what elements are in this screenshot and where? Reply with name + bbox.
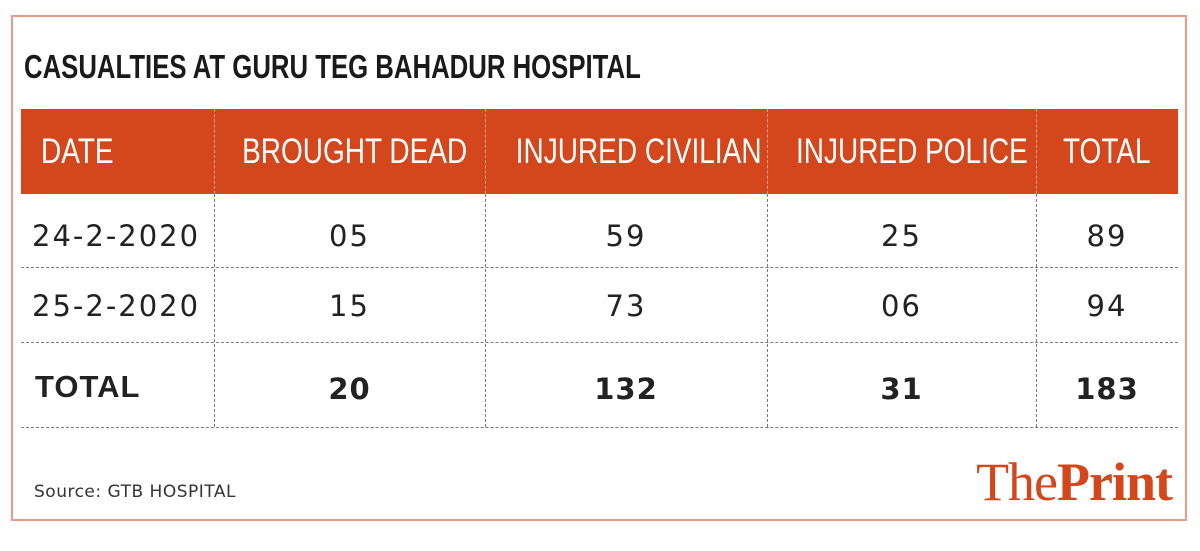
chart-title: CASUALTIES AT GURU TEG BAHADUR HOSPITAL	[24, 48, 641, 85]
total-row-label: TOTAL	[35, 369, 141, 404]
column-divider	[1036, 194, 1037, 427]
grand-total: 183	[1075, 372, 1139, 406]
row-1-total: 89	[1086, 219, 1128, 253]
row-2-date: 25-2-2020	[32, 289, 201, 323]
header-brought-dead: BROUGHT DEAD	[242, 132, 468, 171]
header-injured-police: INJURED POLICE	[795, 132, 1028, 171]
row-divider	[21, 427, 1178, 428]
header-injured-civilian: INJURED CIVILIAN	[515, 132, 762, 171]
row-1-injured-civilian: 59	[605, 219, 647, 253]
row-divider	[21, 342, 1178, 343]
logo-print: Print	[1057, 452, 1173, 512]
row-2-brought-dead: 15	[329, 289, 370, 323]
header-total: TOTAL	[1063, 132, 1151, 171]
row-1-brought-dead: 05	[329, 219, 370, 253]
total-brought-dead: 20	[328, 372, 371, 406]
chart-frame	[11, 15, 1187, 521]
total-injured-police: 31	[880, 372, 923, 406]
source-note: Source: GTB HOSPITAL	[34, 482, 236, 502]
header-date: DATE	[41, 132, 114, 171]
row-2-injured-police: 06	[881, 289, 922, 323]
logo-the: The	[976, 452, 1058, 512]
row-1-injured-police: 25	[881, 219, 922, 253]
row-2-injured-civilian: 73	[605, 289, 647, 323]
row-1-date: 24-2-2020	[32, 219, 201, 253]
total-injured-civilian: 132	[594, 372, 658, 406]
row-2-total: 94	[1086, 289, 1128, 323]
column-divider	[485, 194, 486, 427]
row-divider	[21, 267, 1178, 268]
column-divider	[1036, 109, 1037, 194]
column-divider	[214, 109, 215, 194]
column-divider	[485, 109, 486, 194]
column-divider	[214, 194, 215, 427]
table-header: DATE BROUGHT DEAD INJURED CIVILIAN INJUR…	[21, 109, 1178, 194]
column-divider	[767, 194, 768, 427]
column-divider	[767, 109, 768, 194]
theprint-logo: ThePrint	[976, 451, 1173, 513]
